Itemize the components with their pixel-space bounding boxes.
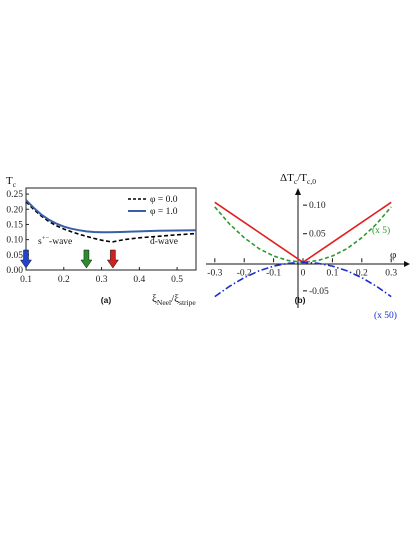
a-x-tick-label: 0.2 — [58, 275, 70, 285]
a-y-tick-label: 0.20 — [6, 205, 23, 215]
b-x-tick-label: 0.1 — [326, 268, 338, 278]
a-x-tick-label: 0.5 — [171, 275, 183, 285]
a-arrow-marker-1 — [80, 249, 93, 269]
series-label-x50: (x 50) — [374, 310, 397, 321]
panel-a-legend: φ = 0.0 φ = 1.0 — [128, 195, 178, 217]
a-y-tick-label: 0.10 — [6, 236, 23, 246]
b-series-line-1 — [214, 206, 392, 264]
a-x-tick-label: 0.3 — [96, 275, 108, 285]
d-wave-annotation: d-wave — [150, 237, 178, 247]
b-x-tick-label: 0.3 — [385, 268, 397, 278]
b-y-tick-label: 0.05 — [309, 230, 326, 240]
panel-a-tc-vs-correlation-ratio: 0.00 0.05 0.10 0.15 0.20 0.25 0.1 0.2 0.3 0.4 0.5… — [6, 175, 197, 307]
a-y-tick-label: 0.05 — [6, 251, 23, 261]
s-wave-annotation: s+−-wave — [38, 235, 72, 247]
b-y-tick-label: 0.10 — [309, 201, 326, 211]
b-series-line-2 — [214, 261, 392, 298]
panel-a-x-ticks: 0.1 0.2 0.3 0.4 0.5 — [20, 267, 183, 285]
panel-a-plot-frame — [25, 187, 197, 271]
panel-a-y-ticks: 0.00 0.05 0.10 0.15 0.20 0.25 — [6, 190, 29, 276]
a-arrow-marker-0 — [20, 249, 32, 269]
panel-a-label: (a) — [101, 295, 112, 305]
panel-b-delta-tc-vs-phi: -0.05 0.05 0.10 -0.3 -0.2 -0.1 0 0.1 0.2 0.3 ΔTc… — [206, 172, 410, 321]
a-x-tick-label: 0.1 — [20, 275, 32, 285]
a-y-tick-label: 0.15 — [6, 220, 23, 230]
b-y-tick-label: -0.05 — [309, 287, 329, 297]
panel-b-x-axis-arrowhead — [404, 261, 410, 267]
b-x-tick-label: -0.1 — [266, 268, 281, 278]
panel-b-x-axis-label: φ — [390, 249, 396, 261]
a-arrow-marker-2 — [106, 249, 119, 269]
a-y-tick-label: 0.00 — [6, 266, 23, 276]
b-x-tick-label: -0.2 — [237, 268, 252, 278]
a-x-tick-label: 0.4 — [133, 275, 145, 285]
panel-a-x-axis-label: ξNeel/ξstripe — [152, 293, 196, 307]
b-x-tick-label: 0 — [301, 268, 306, 278]
panel-b-y-ticks: -0.05 0.05 0.10 — [303, 201, 329, 297]
b-x-tick-label: 0.2 — [356, 268, 368, 278]
panel-b-y-axis-label: ΔTc/Tc,0 — [280, 172, 316, 186]
a-y-tick-label: 0.25 — [6, 190, 23, 200]
a-series-line-1 — [25, 199, 197, 234]
panel-a-series-lines — [25, 199, 197, 243]
series-label-x5: (x 5) — [372, 225, 390, 236]
legend-label-phi-0: φ = 0.0 — [150, 195, 178, 205]
legend-label-phi-1: φ = 1.0 — [150, 207, 178, 217]
panel-b-series-lines — [214, 201, 392, 298]
a-series-line-0 — [25, 201, 197, 243]
panel-b-label: (b) — [295, 295, 306, 305]
panel-a-y-axis-label: Tc — [6, 175, 17, 189]
b-series-line-0 — [214, 201, 392, 264]
b-x-tick-label: -0.3 — [207, 268, 222, 278]
panel-a-arrows — [20, 249, 119, 269]
panel-b-y-axis-arrowhead — [295, 188, 301, 195]
